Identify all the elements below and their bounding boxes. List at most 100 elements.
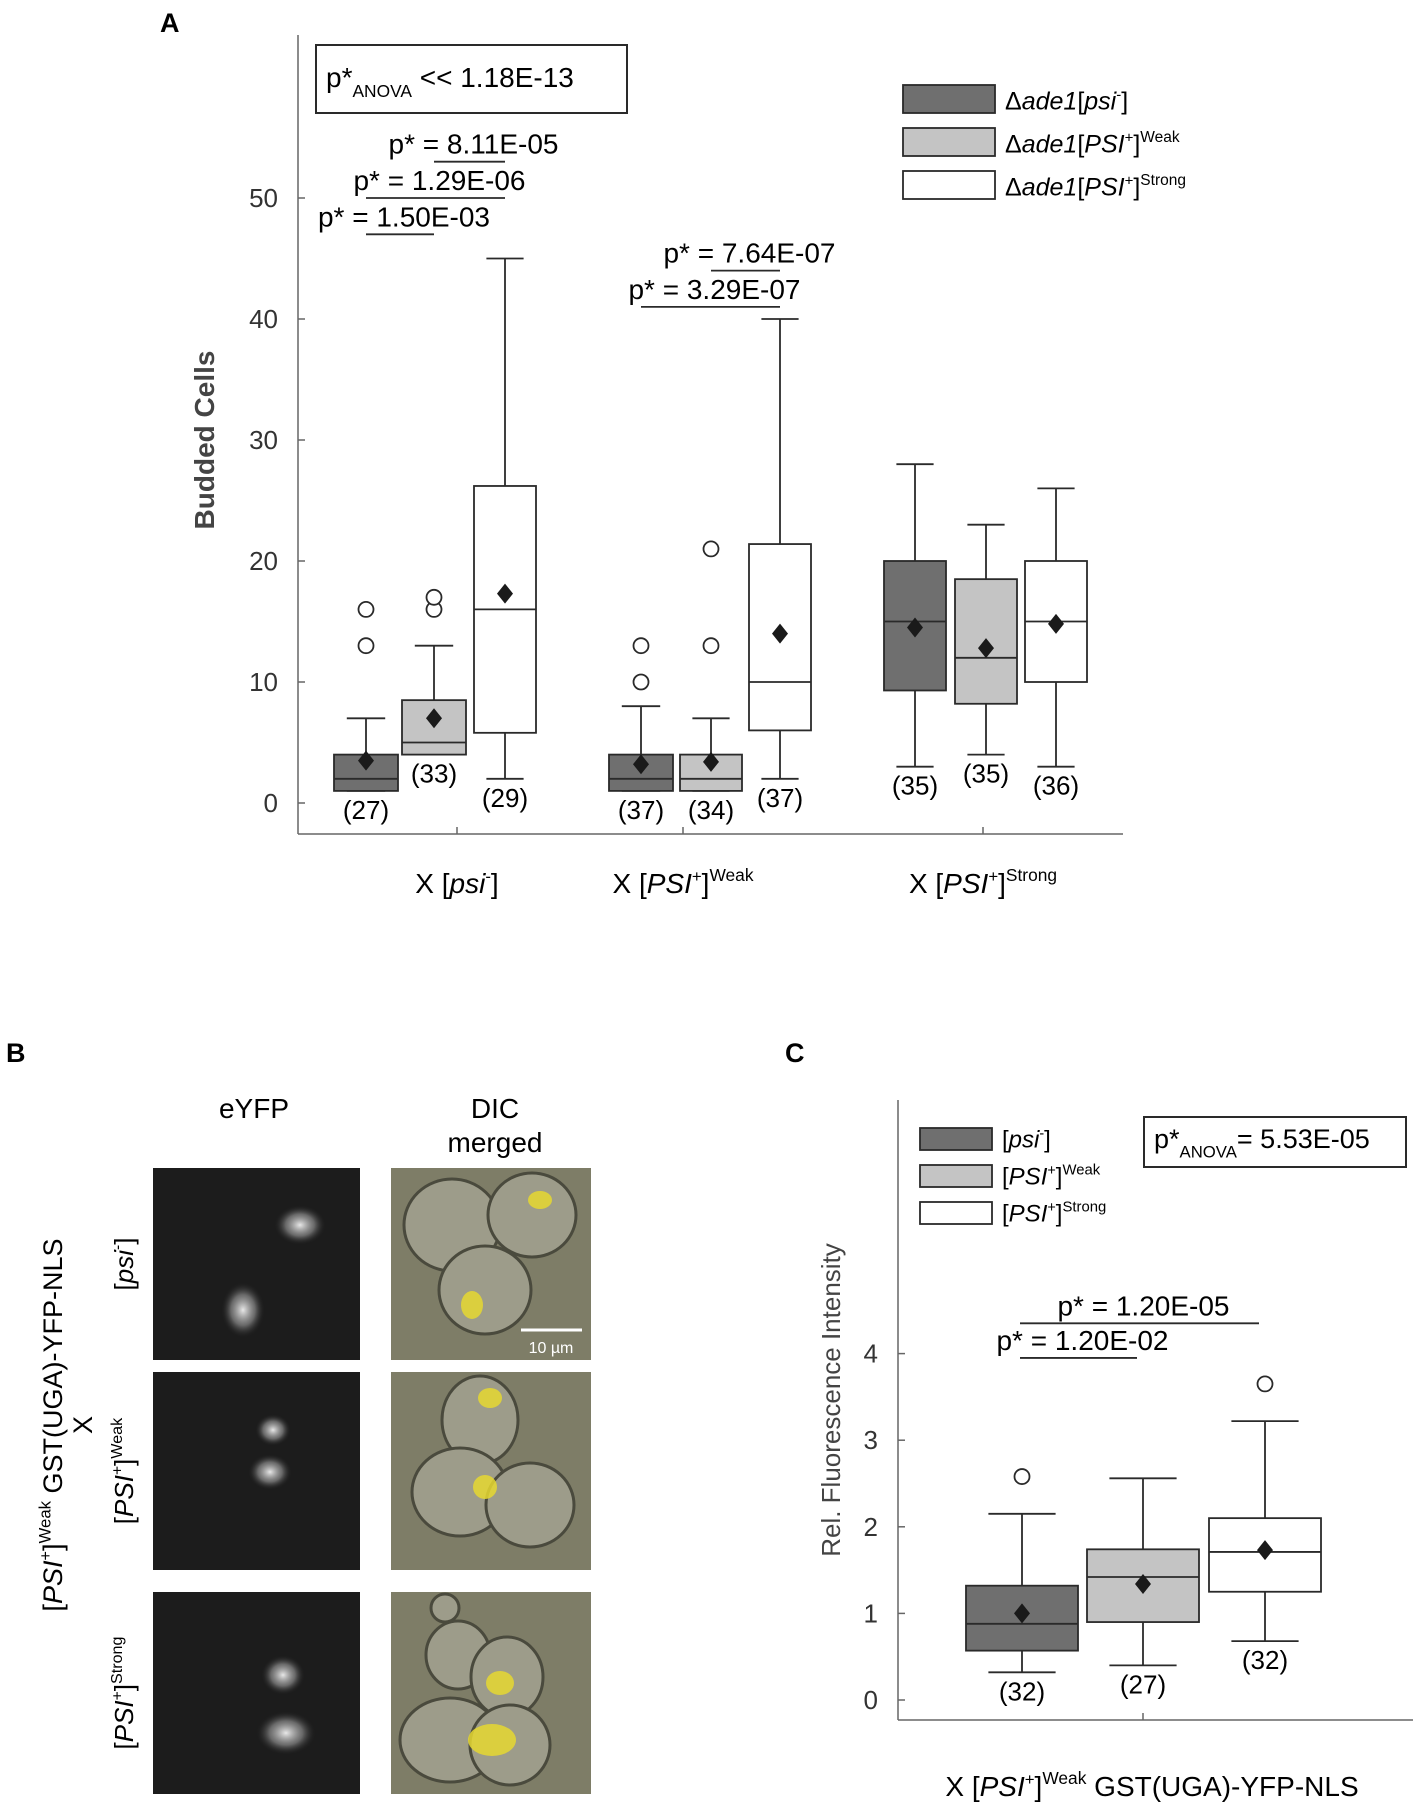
legend-label: Δade1[psi-] <box>1005 87 1128 116</box>
sample-size-label: (27) <box>343 795 389 825</box>
box-plot: (34) <box>679 540 743 825</box>
row-label: [PSI+]Strong <box>108 1637 139 1750</box>
chart-budded-cells: 0 10 20 30 40 50 Budded Cells (27) (33) (29) (37) (… <box>189 35 1186 899</box>
mean-marker <box>1014 1603 1030 1624</box>
box-plot: (36) <box>1024 487 1088 801</box>
mean-marker <box>772 623 788 644</box>
legend-swatch <box>902 170 996 200</box>
mean-marker <box>1048 613 1064 634</box>
fluorescent-nucleus <box>256 1711 316 1755</box>
x-group-label: X [PSI+]Strong <box>909 865 1057 899</box>
legend-swatch <box>902 127 996 157</box>
box-iqr <box>954 578 1018 705</box>
sample-size-label: (32) <box>999 1676 1045 1706</box>
row-label: [PSI+]Weak <box>108 1417 139 1524</box>
mean-marker <box>1135 1573 1151 1594</box>
outlier-point <box>1013 1468 1031 1485</box>
yeast-cell <box>437 1244 533 1336</box>
outlier-point <box>425 588 443 606</box>
fluorescent-nucleus <box>221 1282 265 1338</box>
p-value-annotation: p* = 1.20E-02 <box>996 1325 1169 1359</box>
sample-size-label: (37) <box>757 783 803 813</box>
y-tick-label: 1 <box>864 1598 878 1628</box>
y-tick-label: 4 <box>864 1339 878 1369</box>
box-plot: (35) <box>954 523 1018 789</box>
panel-label-c: C <box>785 1038 805 1068</box>
y-tick-label: 3 <box>864 1425 878 1455</box>
sample-size-label: (35) <box>963 759 1009 789</box>
mean-marker <box>907 617 923 638</box>
anova-label: p*ANOVA << 1.18E-13 <box>326 62 574 101</box>
column-label-eyfp: eYFP <box>219 1093 289 1124</box>
p-value-annotation: p* = 1.20E-05 <box>1020 1290 1259 1325</box>
p-value-label: p* = 1.20E-02 <box>996 1325 1168 1356</box>
sample-size-label: (37) <box>618 795 664 825</box>
box-plot: (32) <box>965 1468 1079 1706</box>
box-plot: (27) <box>1086 1477 1200 1699</box>
scale-bar-label: 10 µm <box>529 1340 574 1357</box>
p-value-label: p* = 3.29E-07 <box>628 274 800 305</box>
fluorescent-nucleus <box>248 1454 292 1490</box>
y-tick-label: 2 <box>864 1512 878 1542</box>
legend-label: [PSI+]Strong <box>1002 1199 1106 1227</box>
yeast-cell <box>429 1592 461 1624</box>
box-plot: (32) <box>1208 1375 1322 1675</box>
mean-marker <box>1257 1540 1273 1561</box>
sample-size-label: (29) <box>482 783 528 813</box>
sample-size-label: (27) <box>1120 1669 1166 1699</box>
outlier-point <box>702 540 720 558</box>
legend-swatch <box>902 84 996 114</box>
p-value-label: p* = 7.64E-07 <box>663 238 835 269</box>
y-axis-title: Rel. Fluorescence Intensity <box>816 1243 846 1557</box>
mean-marker <box>497 583 513 604</box>
yfp-signal <box>486 1671 514 1695</box>
legend-label: Δade1[PSI+]Weak <box>1005 129 1180 159</box>
p-value-label: p* = 1.29E-06 <box>353 165 525 196</box>
yeast-cell <box>486 1171 578 1259</box>
p-value-annotation: p* = 1.50E-03 <box>318 201 490 236</box>
legend-swatch <box>919 1201 993 1225</box>
row-label-text: [PSI+]Strong <box>108 1637 139 1750</box>
mean-marker <box>426 708 442 729</box>
box-plot: (37) <box>608 637 674 825</box>
y-tick-label: 0 <box>264 788 278 818</box>
anova-box: p*ANOVA= 5.53E-05 <box>1143 1116 1407 1168</box>
p-value-annotation: p* = 1.29E-06 <box>353 165 526 199</box>
yeast-cell <box>484 1461 576 1549</box>
y-tick-label: 50 <box>249 183 278 213</box>
outlier-point <box>357 601 375 618</box>
legend-label: [PSI+]Weak <box>1002 1162 1101 1190</box>
box-plot: (37) <box>748 318 812 813</box>
row-label-text: [PSI+]Weak <box>108 1417 139 1524</box>
panel-label-b: B <box>6 1038 26 1068</box>
anova-frame <box>1143 1116 1407 1168</box>
y-tick-label: 30 <box>249 425 278 455</box>
outlier-point <box>632 673 650 691</box>
column-label-dic: DIC <box>471 1093 519 1124</box>
outlier-point <box>357 637 375 655</box>
anova-frame <box>315 44 628 114</box>
p-value-label: p* = 1.20E-05 <box>1057 1290 1229 1321</box>
box-plot: (35) <box>883 463 947 801</box>
fluorescent-nucleus <box>261 1655 305 1695</box>
fluorescent-nucleus <box>255 1414 291 1446</box>
eyfp-background <box>153 1592 360 1794</box>
x-group-label: X [PSI+]Weak <box>612 865 753 899</box>
yfp-signal <box>528 1191 552 1209</box>
dic-merged-image <box>391 1372 591 1570</box>
outlier-point <box>702 637 720 655</box>
p-value-annotation: p* = 3.29E-07 <box>628 274 801 308</box>
mean-marker <box>703 751 719 772</box>
panel-label-a: A <box>160 8 180 38</box>
p-value-label: p* = 1.50E-03 <box>318 201 490 232</box>
p-value-annotation: p* = 7.64E-07 <box>663 238 836 272</box>
anova-label: p*ANOVA= 5.53E-05 <box>1154 1124 1370 1161</box>
x-axis-title: X [PSI+]Weak GST(UGA)-YFP-NLS <box>945 1768 1358 1802</box>
dic-merged-image <box>391 1592 591 1794</box>
y-tick-label: 40 <box>249 304 278 334</box>
sample-size-label: (32) <box>1242 1645 1288 1675</box>
column-label-merged: merged <box>448 1127 543 1158</box>
eyfp-image <box>153 1168 360 1360</box>
p-value-annotation: p* = 8.11E-05 <box>389 129 558 163</box>
legend-label: Δade1[PSI+]Strong <box>1005 172 1186 202</box>
